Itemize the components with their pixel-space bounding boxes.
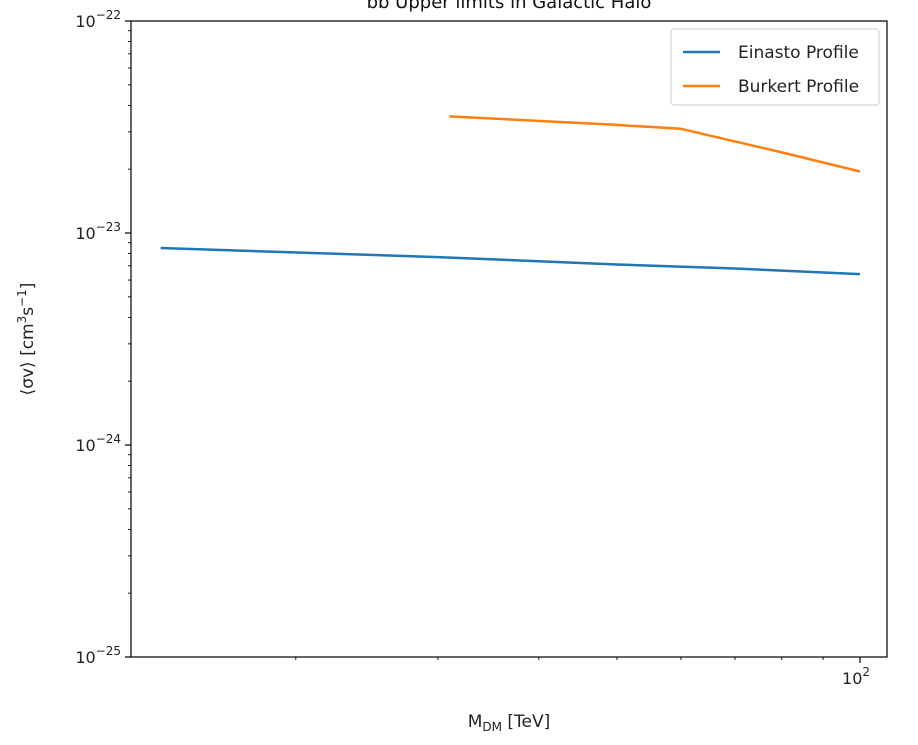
y-tick-label: 10−25 <box>75 644 121 667</box>
tick-labels: 10−22 10−23 10−24 10−25 102 <box>75 8 870 688</box>
series-line-burkert-profile <box>449 115 861 173</box>
y-tick-label: 10−22 <box>75 8 121 31</box>
legend: Einasto Profile Burkert Profile <box>670 28 880 106</box>
chart-title: bb Upper limits in Galactic Halo <box>367 0 652 13</box>
plot-area <box>130 20 888 658</box>
legend-label-einasto: Einasto Profile <box>738 43 859 63</box>
legend-label-burkert: Burkert Profile <box>738 77 859 97</box>
series-line-einasto-profile <box>160 246 861 276</box>
series-lines <box>160 115 861 276</box>
axis-ticks <box>125 20 861 663</box>
x-tick-label: 102 <box>842 665 870 688</box>
x-axis-label: MDM [TeV] <box>468 712 551 734</box>
y-tick-label: 10−23 <box>75 220 121 243</box>
y-tick-label: 10−24 <box>75 432 121 455</box>
y-axis-label: ⟨σv⟩ [cm3s−1] <box>15 283 38 396</box>
legend-box <box>670 28 880 106</box>
